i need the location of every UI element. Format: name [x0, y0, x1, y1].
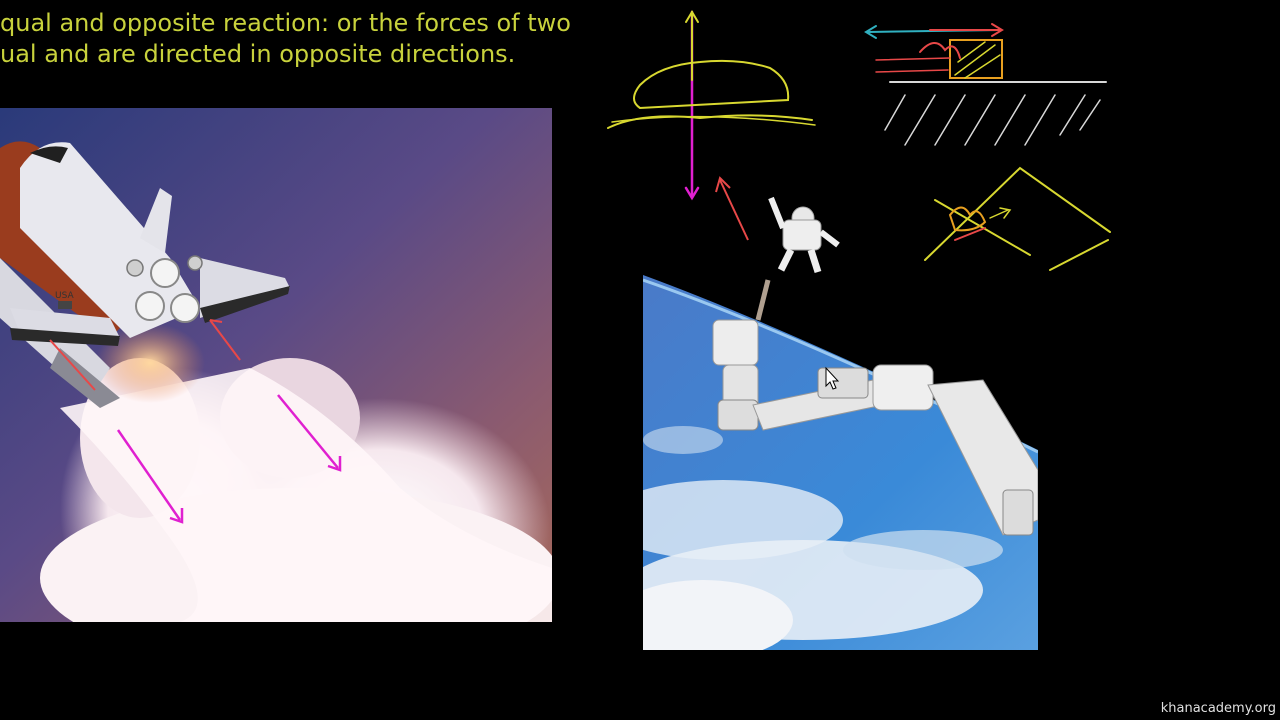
shuttle-launch-photo: USA [0, 108, 552, 622]
caption-line-2: ual and are directed in opposite directi… [0, 40, 516, 68]
mouse-cursor-icon [825, 366, 840, 390]
lesson-caption: qual and opposite reaction: or the force… [0, 8, 571, 70]
block-on-surface-sketch [864, 23, 1107, 146]
usa-decal: USA [55, 291, 74, 301]
astronaut-robotic-arm-photo [643, 190, 1038, 650]
caption-line-1: qual and opposite reaction: or the force… [0, 9, 571, 37]
shoe-on-ground-sketch [607, 10, 816, 201]
watermark: khanacademy.org [1160, 701, 1276, 716]
